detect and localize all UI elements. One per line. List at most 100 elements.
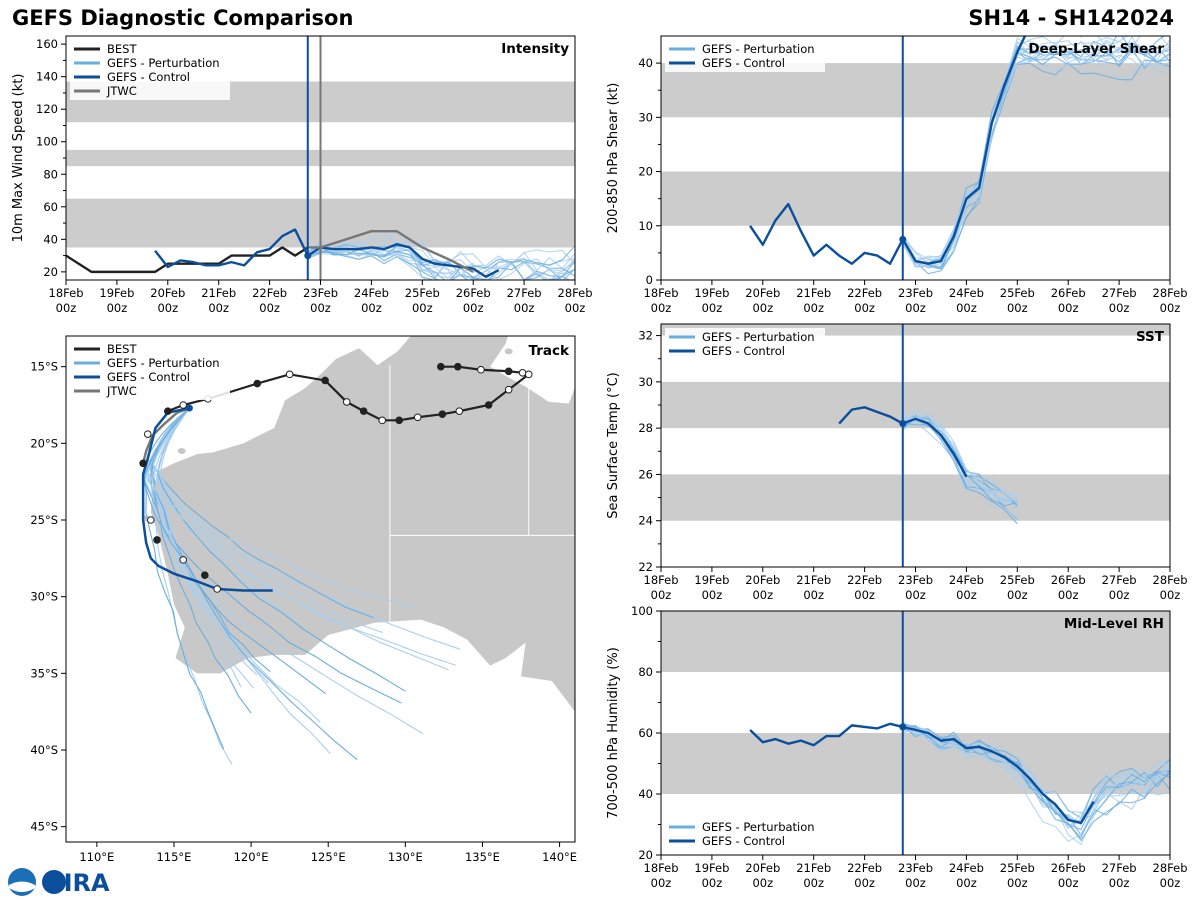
shear-legend-box [665,40,825,72]
intensity-y-tick-label: 100 [36,135,58,149]
track-y-tick-label: 30°S [30,590,58,604]
sst-x-tick-hour: 00z [1109,588,1130,602]
rh-panel-title: Mid-Level RH [1064,616,1164,632]
shear-x-tick-label: 28Feb [1153,286,1188,300]
intensity-legend-label: GEFS - Control [107,70,190,84]
shear-y-tick-label: 0 [646,273,653,287]
sst-x-tick-label: 21Feb [796,573,831,587]
sst-y-tick-label: 32 [638,329,653,343]
track-legend-label: BEST [107,342,137,356]
track-best-point [359,407,368,415]
noaa-cira-logo: CIRA [6,866,116,898]
track-best-point [438,410,447,419]
sst-legend-label: GEFS - Control [702,344,785,358]
rh-init-marker [899,723,907,731]
rh-y-tick-label: 40 [638,787,653,801]
track-best-point [477,365,485,374]
shear-x-tick-label: 27Feb [1102,286,1137,300]
rh-x-tick-label: 26Feb [1051,861,1086,875]
shear-series-gefs-control [749,36,1027,265]
track-legend-label: GEFS - Perturbation [107,356,220,370]
track-best-point [453,362,462,371]
rh-x-tick-hour: 00z [1160,876,1181,890]
intensity-y-tick-label: 140 [36,70,58,84]
track-perturbation-line [146,407,374,619]
rh-x-tick-label: 24Feb [949,861,984,875]
track-panel: 110°E 115°E 120°E 125°E 130°E 135°E 140°E 15°S 2… [30,335,577,864]
rh-y-axis-label: 700-500 hPa Humidity (%) [606,647,621,819]
rh-perturbation-line [902,722,1170,846]
sst-x-tick-hour: 00z [752,588,773,602]
sst-x-tick-label: 24Feb [949,573,984,587]
intensity-x-tick-label: 26Feb [456,286,491,300]
track-x-tick-label: 125°E [311,850,346,864]
sst-x-tick-label: 23Feb [898,573,933,587]
intensity-x-tick-hour: 00z [208,301,229,315]
rh-x-tick-label: 27Feb [1102,861,1137,875]
track-control-point [143,430,152,438]
intensity-x-tick-hour: 00z [259,301,280,315]
track-best-point [253,379,262,388]
sst-y-tick-label: 22 [638,560,653,574]
track-best-point [504,385,513,394]
sst-perturbation-line [902,413,1018,510]
track-control-point [147,516,155,524]
rh-legend-box [665,818,825,850]
shear-legend-label: GEFS - Perturbation [702,42,815,56]
sst-x-tick-label: 20Feb [745,573,780,587]
intensity-series-best [66,246,309,274]
track-best-point [285,370,294,379]
track-x-tick-label: 130°E [388,850,423,864]
rh-x-tick-hour: 00z [854,876,875,890]
shear-perturbation-line [902,36,1170,264]
sst-shaded-band [661,474,1170,521]
rh-x-tick-label: 18Feb [644,861,679,875]
track-x-tick-label: 110°E [79,850,114,864]
rh-x-tick-label: 20Feb [745,861,780,875]
shear-y-tick-label: 40 [638,56,653,70]
intensity-y-tick-label: 60 [43,200,58,214]
track-best-point [342,398,351,406]
rh-x-tick-label: 22Feb [847,861,882,875]
track-perturbation-line [144,407,321,723]
shear-perturbation-line [902,46,1170,269]
shear-shaded-band [661,171,1170,226]
sst-y-tick-label: 24 [638,514,653,528]
track-y-tick-label: 45°S [30,820,58,834]
rh-y-tick-label: 60 [638,726,653,740]
shear-x-tick-hour: 00z [1160,301,1181,315]
shear-legend-label: GEFS - Control [702,56,785,70]
track-control-point [201,571,209,580]
shear-shaded-band [661,63,1170,118]
track-jtwc-line [141,406,190,464]
sst-x-tick-hour: 00z [854,588,875,602]
intensity-x-tick-label: 25Feb [405,286,440,300]
intensity-legend-label: GEFS - Perturbation [107,56,220,70]
chart-title-left: GEFS Diagnostic Comparison [12,6,354,30]
sst-x-tick-hour: 00z [803,588,824,602]
intensity-panel-title: Intensity [501,41,569,57]
intensity-y-tick-label: 120 [36,102,58,116]
rh-series-gefs-control [749,722,1095,825]
sst-x-tick-hour: 00z [905,588,926,602]
track-y-tick-label: 15°S [30,360,58,374]
rh-x-tick-label: 21Feb [796,861,831,875]
track-y-tick-label: 20°S [30,436,58,450]
sst-x-tick-label: 26Feb [1051,573,1086,587]
shear-x-tick-label: 24Feb [949,286,984,300]
sst-panel-title: SST [1136,329,1165,345]
sst-legend-box [665,328,825,360]
intensity-x-tick-label: 19Feb [99,286,134,300]
sst-x-tick-label: 28Feb [1153,573,1188,587]
shear-perturbation-line [902,36,1166,270]
shear-y-tick-label: 20 [638,165,653,179]
track-frame [65,335,576,843]
rh-x-tick-hour: 00z [752,876,773,890]
shear-x-tick-label: 26Feb [1051,286,1086,300]
intensity-x-tick-label: 28Feb [558,286,593,300]
sst-plot-area [661,324,1170,525]
intensity-x-tick-label: 18Feb [49,286,84,300]
intensity-perturbation-line [307,245,575,280]
sst-x-tick-label: 25Feb [1000,573,1035,587]
track-map-area [139,336,575,765]
